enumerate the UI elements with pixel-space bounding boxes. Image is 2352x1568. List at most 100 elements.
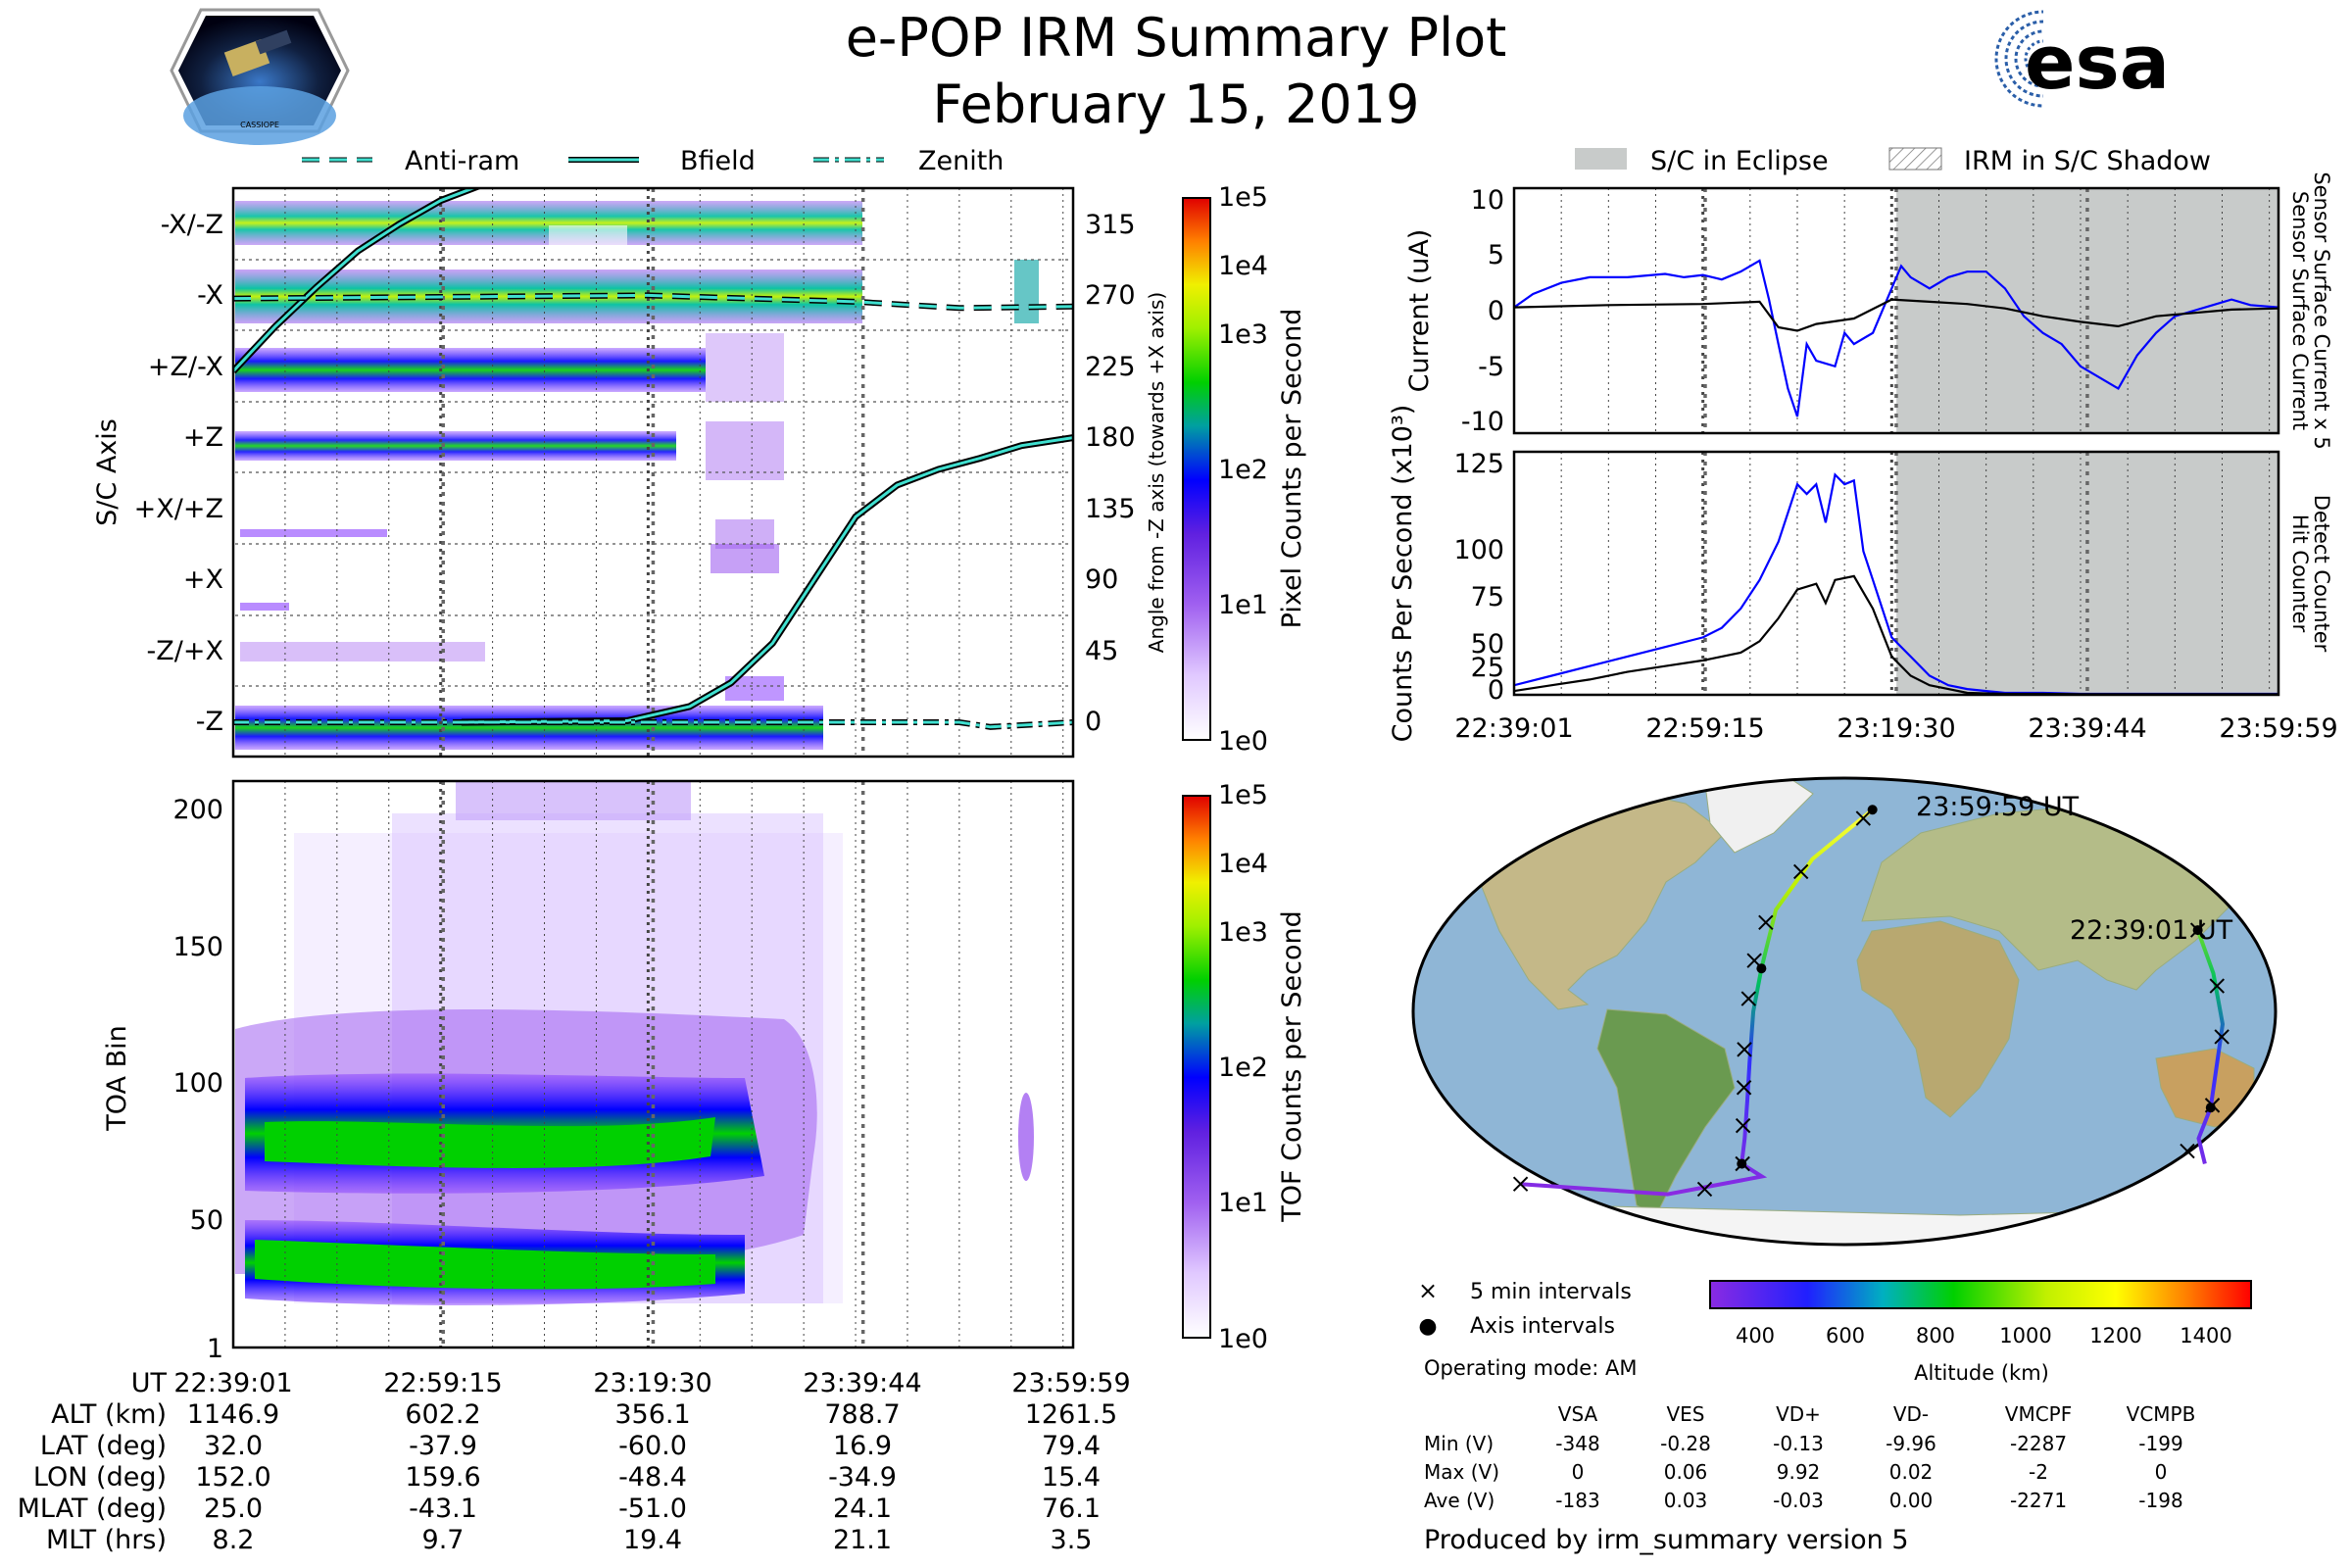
altitude-colorbar: 400 600 800 1000 1200 1400 Altitude (km) [1709, 1280, 2252, 1385]
five-min-marker [2209, 978, 2225, 994]
current-yticks: 10 5 0 -5 -10 [1461, 185, 1504, 437]
legend-bfield-label: Bfield [680, 146, 756, 176]
five-min-marker [1735, 1117, 1751, 1134]
five-min-marker [1736, 1080, 1752, 1096]
angle-tick: 90 [1085, 564, 1118, 595]
five-min-marker [1758, 914, 1774, 931]
cbar-tick: 1e0 [1218, 1324, 1268, 1354]
current-ylabel: Current (uA) [1404, 229, 1435, 393]
map-border [1411, 776, 2278, 1247]
left-time-labels: 22:39:01 22:59:15 23:19:30 23:39:44 23:5… [173, 1368, 1130, 1398]
sc-axis-label-pz: +Z [183, 422, 223, 453]
tof-counts-colorbar [1182, 795, 1211, 1339]
ephemeris-table: UT ALT (km) LAT (deg) LON (deg) MLAT (de… [18, 1368, 1118, 1555]
ephemeris-cell: 79.4 [1042, 1431, 1101, 1461]
toa-tick: 200 [172, 795, 223, 825]
five-min-marker [1792, 863, 1809, 880]
orbit-track-line [1520, 808, 2226, 1197]
alt-tick: 1200 [2089, 1324, 2141, 1348]
counts-right-label-black: Hit Counter [2288, 514, 2312, 633]
axis-interval-marker [1867, 805, 1878, 815]
ephemeris-header: UT [131, 1368, 168, 1398]
alt-tick: 800 [1916, 1324, 1955, 1348]
angle-axis-label: Angle from -Z axis (towards +X axis) [1145, 292, 1168, 653]
voltage-column-header: VSA [1558, 1402, 1598, 1426]
sensor-surface-current-x-5-line [1514, 259, 2278, 417]
axis-heatmap-frame [231, 186, 1075, 759]
voltage-cell: 0.02 [1889, 1460, 1934, 1484]
voltage-cell: 0.00 [1889, 1489, 1934, 1512]
cbar-tick: 1e3 [1218, 319, 1268, 350]
cbar-tick: 1e4 [1218, 849, 1268, 879]
voltage-cell: -9.96 [1886, 1432, 1936, 1455]
sc-axis-label-mx: -X [197, 280, 223, 311]
voltage-column-header: VD- [1893, 1402, 1929, 1426]
counts-yticks: 125 100 75 50 0 25 [1453, 449, 1504, 706]
legend-five-min-marker: × [1418, 1277, 1438, 1304]
counts-right-label-blue: Detect Counter [2310, 495, 2333, 653]
ephemeris-cell: 356.1 [614, 1399, 690, 1430]
five-min-marker [2214, 1029, 2230, 1045]
current-tick: 10 [1471, 185, 1504, 216]
voltage-cell: 0.03 [1664, 1489, 1708, 1512]
angle-ticks: 315 270 225 180 135 90 45 0 [1085, 210, 1136, 737]
cbar-tick: 1e5 [1218, 780, 1268, 810]
legend-eclipse-swatch [1575, 148, 1627, 170]
current-panel: 10 5 0 -5 -10 Current (uA) Sensor Surfac… [1404, 172, 2333, 449]
current-tick: -5 [1478, 352, 1504, 382]
current-right-label-black: Sensor Surface Current [2288, 191, 2312, 430]
axis-heatmap-panel: -X/-Z -X +Z/-X +Z +X/+Z +X -Z/+X -Z S/C … [92, 182, 1307, 759]
axis-heatmap-yticks: -X/-Z -X +Z/-X +Z +X/+Z +X -Z/+X -Z [134, 210, 223, 737]
cbar-tick: 1e1 [1218, 590, 1268, 620]
five-min-marker [1737, 1042, 1752, 1057]
axis-interval-marker [1737, 1158, 1747, 1169]
legend-directions: Anti-ram Bfield Zenith [302, 146, 1004, 176]
voltage-cell: -2287 [2010, 1432, 2067, 1455]
ephemeris-cell: 9.7 [422, 1525, 465, 1555]
voltage-cell: -348 [1555, 1432, 1599, 1455]
angle-tick: 0 [1085, 707, 1102, 737]
ephemeris-header: LAT (deg) [40, 1431, 167, 1461]
counts-panel: 125 100 75 50 0 25 Counts Per Second (x1… [1388, 405, 2338, 744]
voltage-column-header: VD+ [1776, 1402, 1821, 1426]
legend-five-min-label: 5 min intervals [1470, 1280, 1632, 1304]
angle-tick: 135 [1085, 494, 1136, 524]
ephemeris-cell: 152.0 [195, 1462, 270, 1493]
angle-tick: 225 [1085, 352, 1136, 382]
legend-antiram-label: Anti-ram [405, 146, 519, 176]
ephemeris-cell: 19.4 [623, 1525, 682, 1555]
legend-shadow-swatch [1888, 147, 1942, 171]
voltage-cell: -183 [1555, 1489, 1599, 1512]
cbar-tick: 1e3 [1218, 917, 1268, 948]
voltage-cell: -0.28 [1660, 1432, 1711, 1455]
sc-axis-label-mz: -Z [196, 707, 223, 737]
ephemeris-headers: UT ALT (km) LAT (deg) LON (deg) MLAT (de… [18, 1368, 168, 1555]
orbit-track [1512, 805, 2230, 1198]
left-time-label: 23:59:59 [1011, 1368, 1130, 1398]
five-min-marker [1740, 991, 1756, 1006]
cbar-tick: 1e2 [1218, 455, 1268, 485]
voltage-cell: 0.06 [1664, 1460, 1708, 1484]
cbar-tick: 1e5 [1218, 182, 1268, 213]
cbar-tick: 1e1 [1218, 1188, 1268, 1218]
axis-heatmap-bands [233, 188, 1073, 757]
tof-colorbar-label: TOF Counts per Second [1277, 910, 1307, 1223]
ephemeris-cell: 1146.9 [187, 1399, 279, 1430]
toa-tick: 1 [207, 1334, 223, 1364]
toa-tick: 150 [172, 932, 223, 962]
ephemeris-cell: -43.1 [409, 1494, 477, 1524]
alt-tick: 1400 [2180, 1324, 2231, 1348]
pixel-colorbar-ticks: 1e5 1e4 1e3 1e2 1e1 1e0 [1218, 182, 1268, 757]
ephemeris-header: ALT (km) [51, 1399, 167, 1430]
left-time-label: 23:39:44 [803, 1368, 921, 1398]
alt-tick: 400 [1736, 1324, 1775, 1348]
sc-axis-ylabel: S/C Axis [92, 418, 122, 526]
figure-title: e-POP IRM Summary Plot [846, 7, 1507, 69]
ephemeris-cell: -34.9 [828, 1462, 897, 1493]
cbar-tick: 1e0 [1218, 726, 1268, 757]
legend-eclipse: S/C in Eclipse IRM in S/C Shadow [1575, 146, 2211, 176]
toa-tick: 50 [190, 1205, 223, 1236]
ephemeris-cell: 602.2 [405, 1399, 480, 1430]
ephemeris-cell: 159.6 [405, 1462, 480, 1493]
